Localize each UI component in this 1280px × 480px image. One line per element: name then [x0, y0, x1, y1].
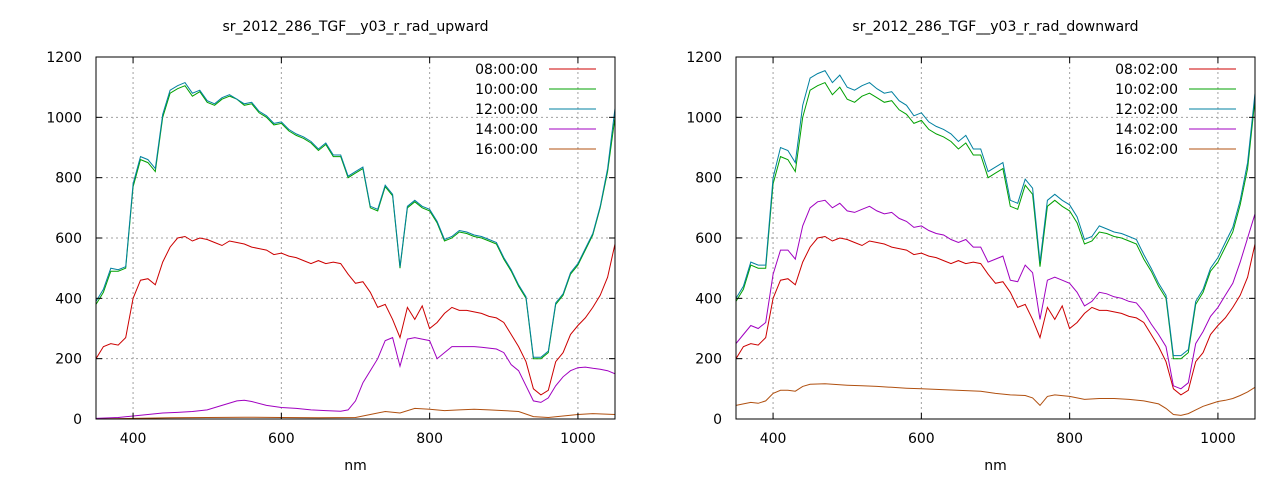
legend-label: 12:00:00 — [475, 102, 538, 118]
legend: 08:00:00 10:00:00 12:00:00 14:00:00 16:00:00 — [475, 62, 596, 158]
y-tick-label: 0 — [713, 412, 722, 428]
y-tick-label: 600 — [55, 231, 82, 247]
y-tick-label: 800 — [695, 171, 722, 187]
y-tick-label: 0 — [73, 412, 82, 428]
legend-label: 14:02:00 — [1115, 122, 1178, 138]
y-tick-label: 200 — [55, 352, 82, 368]
series-line-1 — [96, 235, 615, 396]
x-tick-label: 600 — [268, 431, 295, 447]
legend-label: 10:02:00 — [1115, 82, 1178, 98]
series-line-3 — [96, 81, 615, 358]
y-tick-label: 400 — [695, 291, 722, 307]
legend-label: 12:02:00 — [1115, 102, 1178, 118]
y-tick-label: 400 — [55, 291, 82, 307]
series-line-4 — [96, 336, 615, 419]
series-line-3 — [736, 69, 1255, 357]
x-axis-label: nm — [344, 458, 367, 474]
x-axis-label: nm — [984, 458, 1007, 474]
legend-label: 16:02:00 — [1115, 142, 1178, 158]
series-line-5 — [736, 383, 1255, 416]
y-tick-label: 1000 — [46, 110, 82, 126]
chart-panel-1: 400 600 800 1000 0 200 400 600 800 1000 1200 sr_201… — [46, 19, 616, 474]
x-tick-label: 800 — [416, 431, 443, 447]
chart-panel-2: 400 600 800 1000 0 200 400 600 800 1000 1200 sr_201… — [686, 19, 1256, 474]
y-tick-label: 1200 — [46, 50, 82, 66]
x-tick-label: 1000 — [1200, 431, 1236, 447]
x-tick-label: 400 — [120, 431, 147, 447]
legend-label: 08:02:00 — [1115, 62, 1178, 78]
legend-label: 08:00:00 — [475, 62, 538, 78]
legend: 08:02:00 10:02:00 12:02:00 14:02:00 16:02:00 — [1115, 62, 1236, 158]
chart-title: sr_2012_286_TGF__y03_r_rad_upward — [222, 19, 488, 35]
series-line-5 — [96, 407, 615, 419]
x-tick-label: 800 — [1056, 431, 1083, 447]
y-tick-label: 1000 — [686, 110, 722, 126]
legend-label: 14:00:00 — [475, 122, 538, 138]
y-tick-label: 200 — [695, 352, 722, 368]
chart-title: sr_2012_286_TGF__y03_r_rad_downward — [852, 19, 1138, 35]
x-tick-label: 1000 — [560, 431, 596, 447]
y-tick-label: 1200 — [686, 50, 722, 66]
x-tick-label: 600 — [908, 431, 935, 447]
legend-label: 10:00:00 — [475, 82, 538, 98]
x-tick-label: 400 — [760, 431, 787, 447]
series-line-1 — [736, 235, 1255, 396]
legend-label: 16:00:00 — [475, 142, 538, 158]
series-line-4 — [736, 199, 1255, 390]
y-tick-label: 800 — [55, 171, 82, 187]
y-tick-label: 600 — [695, 231, 722, 247]
